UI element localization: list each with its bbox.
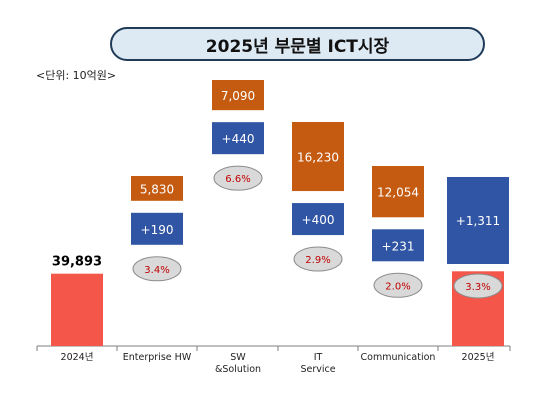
- growth-label-total: 3.3%: [465, 282, 490, 293]
- growth-label-2: 2.9%: [305, 255, 330, 266]
- growth-ellipse-3: [373, 272, 423, 298]
- data-label-size-1: 7,090: [221, 89, 255, 103]
- category-label-4: Communication: [361, 352, 436, 363]
- bar-total-2024: [51, 273, 103, 346]
- growth-ellipse-1: [213, 165, 263, 191]
- chart-title: 2025년 부문별 ICT시장: [205, 36, 390, 57]
- data-label-increase-2: +400: [302, 213, 335, 227]
- growth-label-1: 6.6%: [225, 174, 250, 185]
- bar-increase-3: [372, 229, 424, 262]
- growth-label-0: 3.4%: [144, 265, 169, 276]
- category-label-2-1: &Solution: [215, 364, 261, 375]
- category-label-5: 2025년: [462, 352, 495, 363]
- growth-ellipse-total: [453, 273, 503, 299]
- data-label-total-increase: +1,311: [456, 214, 500, 228]
- chart-title-box: 2025년 부문별 ICT시장: [110, 27, 485, 61]
- bar-sector-size-2: [292, 122, 344, 192]
- category-label-1: Enterprise HW: [123, 352, 192, 363]
- bar-increase-2: [292, 203, 344, 236]
- bar-increase-1: [212, 122, 264, 155]
- data-label-total-2024: 39,893: [52, 255, 102, 270]
- data-label-size-2: 16,230: [297, 151, 339, 165]
- category-label-2-0: SW: [230, 352, 246, 363]
- category-label-0: 2024년: [61, 352, 94, 363]
- bar-increase-0: [131, 212, 183, 245]
- data-label-increase-1: +440: [222, 132, 255, 146]
- data-label-increase-0: +190: [141, 223, 174, 237]
- unit-label: <단위: 10억원>: [36, 69, 117, 82]
- growth-label-3: 2.0%: [385, 281, 410, 292]
- growth-ellipse-2: [293, 246, 343, 272]
- bar-sector-size-3: [372, 166, 424, 218]
- data-label-size-0: 5,830: [140, 182, 174, 196]
- category-label-3-1: Service: [300, 364, 335, 375]
- bar-sector-size-1: [212, 80, 264, 111]
- category-label-3-0: IT: [314, 352, 323, 363]
- bar-sector-size-0: [131, 176, 183, 201]
- bar-total-increase: [447, 177, 509, 264]
- growth-ellipse-0: [132, 256, 182, 282]
- data-label-size-3: 12,054: [377, 186, 419, 200]
- data-label-increase-3: +231: [382, 239, 415, 253]
